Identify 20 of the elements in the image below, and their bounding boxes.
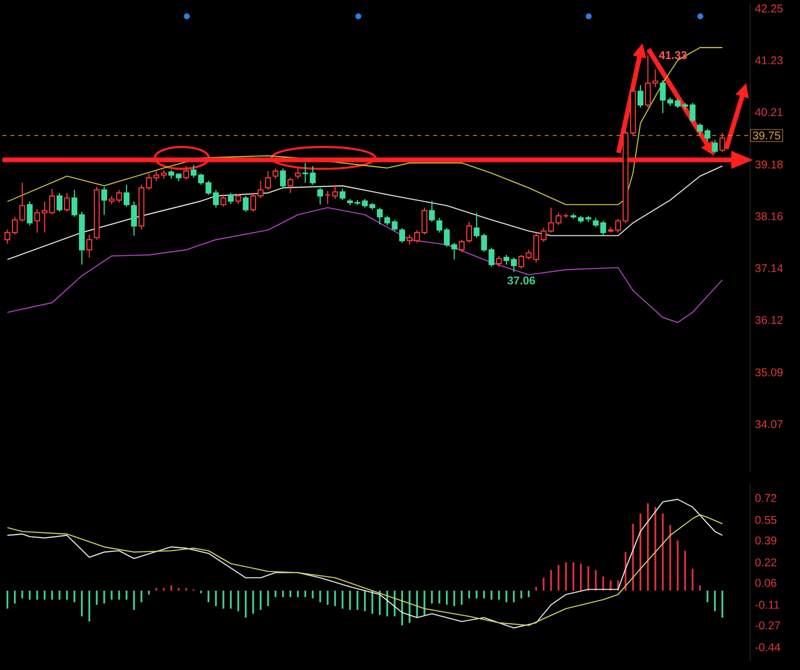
y-tick-label: 34.07	[755, 420, 783, 428]
y-tick-label: 41.23	[755, 56, 783, 64]
y-tick-label: 36.12	[755, 316, 783, 324]
annotation: 37.06	[507, 276, 536, 284]
y-tick-label: 39.18	[755, 160, 783, 168]
y-tick-label: 0.55	[755, 516, 776, 524]
y-tick-label: -0.11	[755, 600, 780, 609]
y-tick-label: 0.06	[755, 578, 776, 587]
y-tick-label: 37.14	[755, 264, 783, 272]
y-tick-label: -0.44	[755, 643, 780, 652]
y-tick-label: 38.16	[755, 212, 783, 220]
y-tick-label: -0.27	[755, 621, 780, 630]
y-tick-label: 0.22	[755, 558, 776, 566]
y-tick-label: 35.09	[755, 368, 783, 376]
y-tick-label: 40.21	[755, 108, 783, 116]
annotation: 41.33	[658, 51, 687, 60]
y-tick-label: 0.72	[755, 494, 776, 502]
y-tick-label: 0.39	[755, 536, 776, 544]
y-tick-label: 42.25	[755, 4, 783, 12]
ref-line-label: 39.75	[752, 131, 780, 140]
